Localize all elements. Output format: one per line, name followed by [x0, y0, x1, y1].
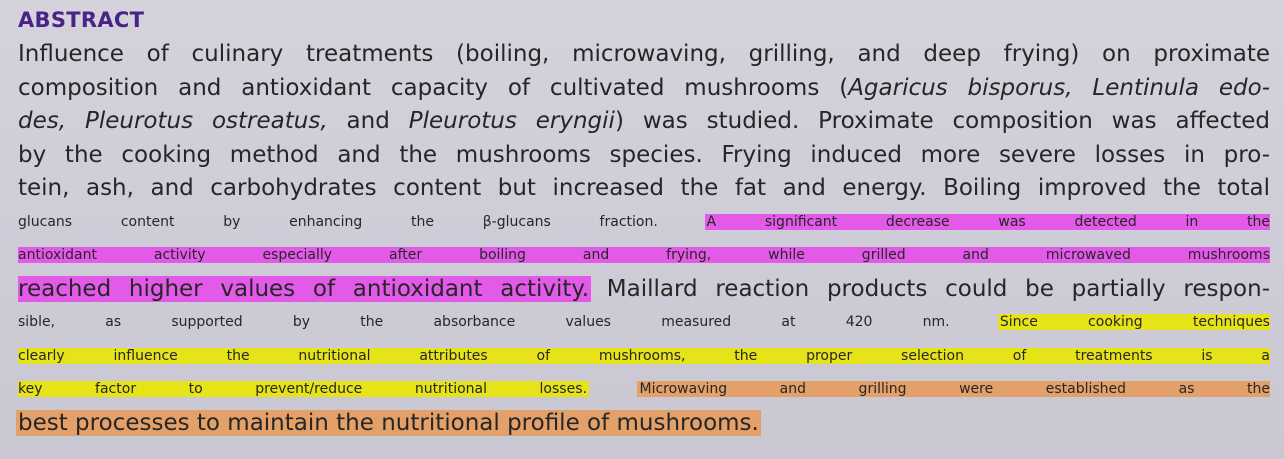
- abstract-line-4: by the cooking method and the mushrooms …: [18, 139, 1270, 173]
- abstract-line-3: des, Pleurotus ostreatus, and Pleurotus …: [18, 105, 1270, 139]
- species-names: des, Pleurotus ostreatus,: [18, 108, 328, 134]
- highlight-orange: Microwaving and grilling were establishe…: [637, 381, 1270, 397]
- text-run: [587, 381, 640, 397]
- abstract-line-10: clearly influence the nutritional attrib…: [18, 340, 1270, 374]
- abstract-line-11: key factor to prevent/reduce nutritional…: [18, 373, 1270, 407]
- abstract-line-2: composition and antioxidant capacity of …: [18, 72, 1270, 106]
- abstract-line-12: best processes to maintain the nutrition…: [16, 407, 1270, 441]
- abstract-line-7: antioxidant activity especially after bo…: [18, 239, 1270, 273]
- species-names: Agaricus bisporus, Lentinula edo-: [848, 74, 1270, 101]
- highlight-yellow: Since cooking techniques: [997, 314, 1270, 330]
- highlight-yellow: key factor to prevent/reduce nutritional…: [18, 381, 589, 397]
- text-run: and: [327, 108, 409, 134]
- text-run: Maillard reaction products could be part…: [589, 275, 1270, 302]
- highlight-yellow: clearly influence the nutritional attrib…: [18, 347, 1270, 364]
- species-names: Pleurotus eryngii: [408, 108, 615, 134]
- text-run: tein, ash, and carbohydrates content but…: [18, 175, 1270, 201]
- abstract-heading: ABSTRACT: [18, 8, 145, 32]
- abstract-line-5: tein, ash, and carbohydrates content but…: [18, 172, 1270, 206]
- abstract-line-6: glucans content by enhancing the β-gluca…: [18, 206, 1270, 240]
- highlight-pink: A significant decrease was detected in t…: [704, 213, 1270, 230]
- highlight-orange: best processes to maintain the nutrition…: [16, 409, 761, 436]
- abstract-line-9: sible, as supported by the absorbance va…: [18, 306, 1270, 340]
- abstract-line-1: Influence of culinary treatments (boilin…: [18, 38, 1270, 72]
- text-run: composition and antioxidant capacity of …: [18, 74, 849, 101]
- text-run: Influence of culinary treatments (boilin…: [18, 41, 1270, 67]
- text-run: by the cooking method and the mushrooms …: [18, 141, 1270, 168]
- highlight-pink: reached higher values of antioxidant act…: [18, 275, 592, 302]
- abstract-line-8: reached higher values of antioxidant act…: [18, 273, 1270, 307]
- text-run: glucans content by enhancing the β-gluca…: [18, 213, 707, 230]
- abstract-body: Influence of culinary treatments (boilin…: [16, 38, 1270, 441]
- highlight-pink: antioxidant activity especially after bo…: [18, 247, 1270, 263]
- text-run: sible, as supported by the absorbance va…: [18, 314, 1000, 330]
- text-run: ) was studied. Proximate composition was…: [614, 108, 1270, 134]
